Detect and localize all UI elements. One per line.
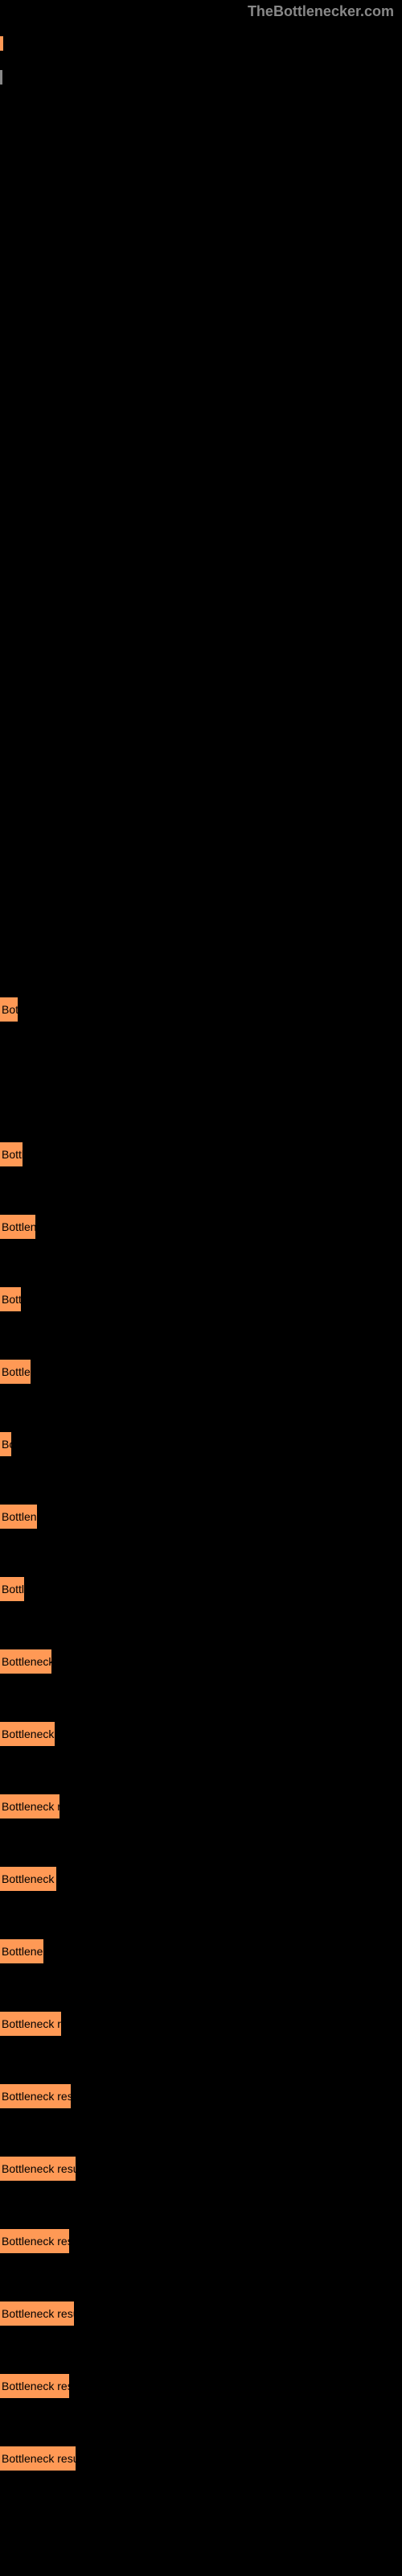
top-bars-section bbox=[0, 20, 402, 85]
bar-row: Bottleneck result bbox=[0, 1988, 402, 2060]
bar-row: Bottleneck result bbox=[0, 1046, 402, 1118]
bar-fill: Bottleneck result bbox=[0, 2012, 61, 2036]
bar-fill: Bottleneck result bbox=[0, 1142, 23, 1166]
bar-fill: Bottleneck result bbox=[0, 1360, 31, 1384]
bar-label: Bottleneck result bbox=[2, 1872, 56, 1885]
bar-label: Bottleneck result bbox=[2, 1945, 43, 1958]
bar-fill: Bottleneck result bbox=[0, 2157, 76, 2181]
bar-row: Bottleneck result bbox=[0, 2277, 402, 2350]
bar-label: Bottleneck result bbox=[2, 1655, 51, 1668]
bar-fill: Bottleneck result bbox=[0, 2084, 71, 2108]
bar-label: Bottleneck result bbox=[2, 1293, 21, 1306]
bar-label: Bottleneck result bbox=[2, 2380, 69, 2392]
bar-label: Bottleneck result bbox=[2, 2090, 71, 2103]
bar-fill: Bottleneck result bbox=[0, 1722, 55, 1746]
bar-label: Bottleneck result bbox=[2, 1583, 24, 1596]
bar-row: Bottleneck result bbox=[0, 2422, 402, 2495]
bar-row: Bottleneck result bbox=[0, 1698, 402, 1770]
bar-label: Bottleneck result bbox=[2, 1800, 59, 1813]
bar-label: Bottleneck result bbox=[2, 2235, 69, 2248]
bar-row: Bottleneck result bbox=[0, 1915, 402, 1988]
bar-row: Bottleneck result bbox=[0, 1625, 402, 1698]
bar-fill: Bottleneck result bbox=[0, 2374, 69, 2398]
bar-fill: Bottleneck result bbox=[0, 1649, 51, 1674]
bar-row: Bottleneck result bbox=[0, 2350, 402, 2422]
top-bar-1-fill bbox=[0, 36, 3, 51]
bar-label: Bottleneck result bbox=[2, 1220, 35, 1233]
bar-row: Bottleneck result bbox=[0, 2060, 402, 2132]
bar-fill: Bottleneck result bbox=[0, 1432, 11, 1456]
top-bar-1 bbox=[0, 36, 402, 51]
bar-fill: Bottleneck result bbox=[0, 1215, 35, 1239]
bar-row: Bottleneck result bbox=[0, 1408, 402, 1480]
bar-label: Bottleneck result bbox=[2, 2162, 76, 2175]
top-bar-2 bbox=[0, 70, 402, 85]
bar-fill: Bottleneck result bbox=[0, 1867, 56, 1891]
bar-fill: Bottleneck result bbox=[0, 2301, 74, 2326]
bar-label: Bottleneck result bbox=[2, 1148, 23, 1161]
bar-row: Bottleneck result bbox=[0, 1770, 402, 1843]
bar-fill: Bottleneck result bbox=[0, 2446, 76, 2471]
bar-row: Bottleneck result bbox=[0, 1118, 402, 1191]
bar-row: Bottleneck result bbox=[0, 1335, 402, 1408]
bar-fill: Bottleneck result bbox=[0, 1287, 21, 1311]
bar-row: Bottleneck result bbox=[0, 1263, 402, 1335]
bar-row: Bottleneck result bbox=[0, 1480, 402, 1553]
bar-fill: Bottleneck result bbox=[0, 1939, 43, 1963]
bar-label: Bottleneck result bbox=[2, 1510, 37, 1523]
bar-row: Bottleneck result bbox=[0, 1843, 402, 1915]
bar-fill: Bottleneck result bbox=[0, 1505, 37, 1529]
bar-label: Bottleneck result bbox=[2, 1365, 31, 1378]
bar-label: Bottleneck result bbox=[2, 1003, 18, 1016]
site-name: TheBottlenecker.com bbox=[0, 0, 402, 20]
bar-row: Bottleneck result bbox=[0, 1191, 402, 1263]
bar-label: Bottleneck result bbox=[2, 2452, 76, 2465]
bar-label: Bottleneck result bbox=[2, 2017, 61, 2030]
chart-area: Bottleneck result Bottleneck result Bottle… bbox=[0, 104, 402, 2495]
bar-row: Bottleneck result bbox=[0, 973, 402, 1046]
top-bar-2-fill bbox=[0, 70, 2, 85]
bar-fill: Bottleneck result bbox=[0, 1577, 24, 1601]
bar-row: Bottleneck result bbox=[0, 2205, 402, 2277]
bar-fill: Bottleneck result bbox=[0, 1794, 59, 1818]
bar-label: Bottleneck result bbox=[2, 1438, 11, 1451]
bar-row: Bottleneck result bbox=[0, 1553, 402, 1625]
bar-label: Bottleneck result bbox=[2, 1728, 55, 1740]
bar-label: Bottleneck result bbox=[2, 2307, 74, 2320]
bar-fill: Bottleneck result bbox=[0, 2229, 69, 2253]
bar-row: Bottleneck result bbox=[0, 2132, 402, 2205]
bar-fill: Bottleneck result bbox=[0, 997, 18, 1022]
